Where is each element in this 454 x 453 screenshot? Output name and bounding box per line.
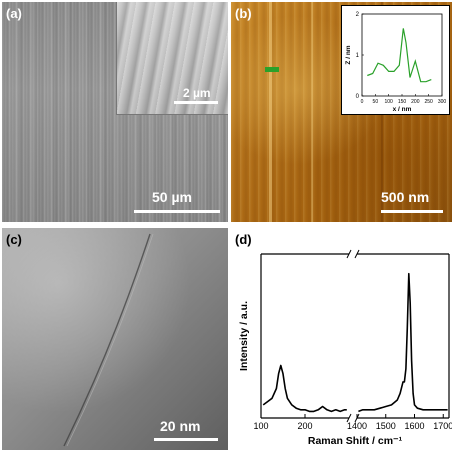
raman-chart: 100 200 1400 1500 1600 1700 Raman Shift / cm⁻¹…: [238, 249, 452, 447]
panel-a-scale-bar: [134, 210, 220, 213]
profile-x-axis-label: x / nm: [393, 106, 412, 113]
raman-x-tick-label: 1500: [376, 421, 396, 431]
profile-x-tick-label: 0: [361, 99, 364, 105]
panel-b-height-profile-inset: 0 50 100 150 200 250 300 0 1 2 x / nm Z / nm: [341, 5, 450, 115]
panel-b-afm-image: (b) 0 50 100 150 200 250 300 0 1 2 x / nm Z / nm 50…: [231, 2, 452, 222]
panel-d-label: (d): [235, 232, 252, 247]
raman-x-tick-label: 1700: [433, 421, 452, 431]
panel-d-raman-spectrum: (d) 100 200 1400 1500 1600 1700 Raman Shift / …: [231, 228, 452, 453]
profile-x-tick-label: 50: [373, 99, 379, 105]
profile-x-tick-label: 300: [438, 99, 447, 105]
profile-y-tick-label: 0: [356, 94, 360, 100]
raman-spectrum-high-range: [358, 272, 448, 413]
panel-a-inset-image: 2 µm: [116, 2, 228, 115]
profile-x-tick-label: 250: [424, 99, 433, 105]
panel-a-inset-scale-bar: [174, 101, 218, 104]
panel-b-scale-label: 500 nm: [381, 189, 430, 205]
raman-y-axis-label: Intensity / a.u.: [238, 301, 250, 371]
raman-x-tick-label: 1400: [347, 421, 367, 431]
panel-a-scale-label: 50 µm: [152, 189, 192, 205]
profile-y-tick-label: 1: [356, 53, 360, 59]
axis-break-mark: [354, 249, 360, 259]
panel-c-label: (c): [6, 232, 22, 247]
panel-c-scale-bar: [154, 438, 218, 441]
panel-c-tem-image: (c) 20 nm: [2, 228, 228, 450]
height-profile-chart: 0 50 100 150 200 250 300 0 1 2 x / nm Z / nm: [345, 12, 447, 113]
raman-x-axis-label: Raman Shift / cm⁻¹: [308, 435, 403, 447]
profile-x-tick-label: 200: [411, 99, 420, 105]
panel-a-sem-image: 2 µm (a) 50 µm: [2, 2, 228, 222]
axis-break-mark: [346, 413, 352, 423]
profile-y-axis-label: Z / nm: [345, 45, 352, 64]
raman-x-tick-label: 100: [253, 421, 268, 431]
axis-break-mark: [346, 249, 352, 259]
raman-x-tick-label: 200: [297, 421, 312, 431]
profile-series-line: [367, 28, 432, 83]
panel-c-scale-label: 20 nm: [160, 418, 201, 434]
profile-x-tick-label: 100: [384, 99, 393, 105]
panel-a-label: (a): [6, 6, 22, 21]
profile-plot-frame: [361, 13, 443, 97]
raman-x-tick-label: 1600: [404, 421, 424, 431]
raman-spectrum-low-range: [262, 364, 347, 413]
green-profile-marker: [265, 67, 279, 72]
panel-b-scale-bar: [381, 210, 443, 213]
panel-b-label: (b): [235, 6, 252, 21]
profile-y-tick-label: 2: [356, 12, 360, 18]
panel-a-inset-scale-label: 2 µm: [183, 86, 211, 100]
profile-x-tick-label: 150: [398, 99, 407, 105]
